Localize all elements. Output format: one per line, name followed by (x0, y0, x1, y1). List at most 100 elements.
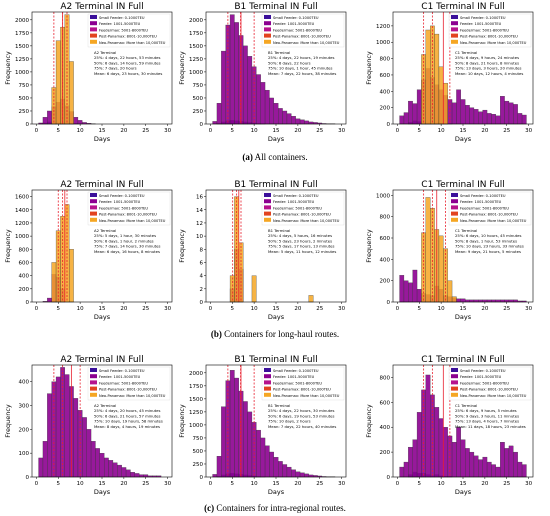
histogram-bar (500, 442, 505, 478)
histogram-bar (225, 24, 231, 125)
legend-box (448, 191, 532, 226)
legend-label: Feeder: 1001-5000TEU (273, 375, 315, 379)
legend-swatch (451, 21, 458, 26)
legend-label: Neo-Panamax: More than 10,000TEU (273, 41, 340, 45)
histogram-bar (95, 448, 100, 478)
histogram-bar (42, 117, 48, 125)
histogram-bar (243, 401, 248, 478)
histogram-bar (86, 429, 92, 478)
stats-text: Mean: 8 days, 4 hours, 19 minutes (94, 424, 160, 429)
histogram-bar (42, 441, 48, 478)
histogram-bar (286, 113, 292, 125)
histogram-bar (273, 103, 279, 125)
chart-title: A2 Terminal IN Full (60, 355, 143, 365)
x-tick-label: 0 (396, 481, 400, 487)
x-tick-label: 5 (418, 306, 422, 312)
x-tick-label: 30 (338, 128, 345, 134)
y-tick-label: 1000 (15, 234, 29, 240)
y-tick-label: 16 (196, 195, 203, 201)
histogram-bar (47, 110, 52, 125)
legend-label: Feedermax: 5001-8000TEU (460, 28, 509, 32)
stats-text: Mean: 10 days, 12 hours, 4 minutes (455, 71, 523, 76)
histogram-bar (451, 296, 457, 303)
y-tick-label: 1600 (15, 195, 29, 201)
histogram-bar (443, 82, 448, 125)
histogram-bar (425, 374, 431, 478)
x-tick-label: 5 (231, 128, 235, 134)
x-tick-label: 10 (77, 128, 84, 134)
stats-text: Mean: 6 days, 23 hours, 30 minutes (94, 71, 162, 76)
histogram-bar (478, 459, 483, 478)
y-tick-label: 0 (387, 475, 391, 481)
legend-label: Feeder: 1001-5000TEU (99, 200, 141, 204)
histogram-bar (491, 299, 496, 303)
histogram-bar (451, 442, 457, 478)
legend-swatch (264, 380, 271, 385)
histogram-bar (513, 299, 518, 303)
x-tick-label: 0 (35, 306, 39, 312)
y-tick-label: 1000 (189, 423, 203, 429)
x-tick-label: 0 (209, 128, 213, 134)
y-tick-label: 800 (19, 247, 30, 253)
stats-text: 25%: 6 days, 9 hours, 24 minutes (455, 55, 519, 60)
x-tick-label: 15 (460, 306, 467, 312)
y-tick-label: 500 (193, 96, 204, 102)
legend-swatch (90, 386, 97, 391)
histogram-bar (399, 275, 405, 303)
histogram-bar (47, 393, 52, 478)
y-tick-label: 1200 (15, 221, 29, 227)
x-tick-label: 25 (142, 306, 149, 312)
histogram-bar (243, 45, 248, 125)
histogram-bar (425, 197, 431, 303)
x-tick-label: 20 (120, 128, 127, 134)
stats-text: C1 Terminal (455, 50, 477, 55)
histogram-bar (504, 448, 510, 478)
x-tick-label: 20 (120, 481, 127, 487)
stats-text: 75%: 13 days, 3 hours, 20 minutes (455, 66, 521, 71)
x-tick-label: 10 (251, 306, 258, 312)
x-tick-label: 25 (142, 128, 149, 134)
y-tick-label: 0 (26, 300, 30, 306)
legend-swatch (264, 15, 271, 19)
histogram-bar (403, 112, 409, 125)
histogram-bar (299, 472, 305, 478)
histogram-bar (403, 280, 409, 303)
legend-label: Feedermax: 5001-8000TEU (273, 381, 322, 385)
histogram-bar (434, 407, 440, 478)
caption-b: (b) Containers for long-haul routes. (210, 329, 340, 339)
chart-title: C1 Terminal IN Full (421, 180, 504, 190)
histogram-bar (247, 411, 253, 478)
legend-label: Feedermax: 5001-8000TEU (99, 28, 148, 32)
histogram-bar (495, 299, 501, 303)
y-tick-label: 1250 (189, 57, 203, 63)
legend-label: Neo-Panamax: More than 10,000TEU (460, 219, 527, 223)
legend-label: Feeder: 1001-5000TEU (460, 375, 502, 379)
y-tick-label: 200 (380, 279, 391, 285)
legend-label: Small Feeder: 0-1000TEU (99, 194, 145, 198)
legend-label: Neo-Panamax: More than 10,000TEU (460, 41, 527, 45)
x-tick-label: 25 (503, 128, 510, 134)
histogram-bar (486, 461, 492, 478)
y-tick-label: 1000 (376, 40, 390, 46)
histogram-bar (513, 104, 518, 125)
legend-box (261, 191, 345, 226)
histogram-bar (438, 418, 444, 478)
stats-text: A2 Terminal (94, 50, 116, 55)
y-tick-label: 400 (380, 89, 391, 95)
histogram-bar (99, 453, 105, 478)
y-tick-label: 800 (380, 375, 391, 381)
histogram-bar (508, 102, 514, 125)
histogram-bar (69, 249, 74, 303)
y-tick-label: 0 (26, 475, 30, 481)
x-tick-label: 15 (460, 128, 467, 134)
histogram-bar (295, 118, 301, 125)
histogram-bar (517, 461, 523, 478)
y-tick-label: 800 (380, 215, 391, 221)
legend-swatch (451, 27, 458, 32)
histogram-bar (408, 100, 413, 125)
histogram-bar (47, 297, 52, 303)
y-tick-label: 1200 (376, 24, 390, 30)
histogram-bar (465, 299, 470, 303)
y-tick-label: 800 (380, 57, 391, 63)
y-axis-label: Frequency (178, 404, 186, 438)
